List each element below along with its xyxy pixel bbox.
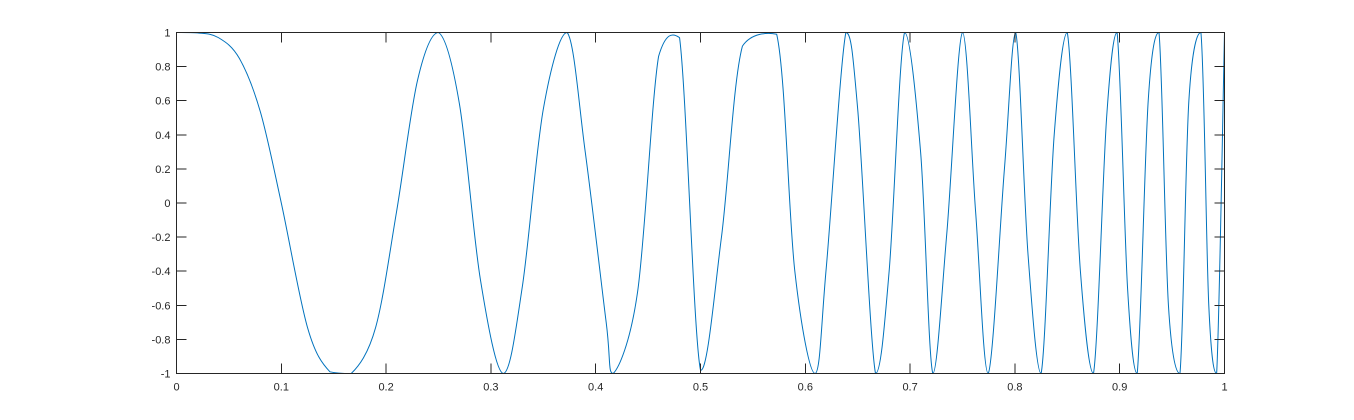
y-axis-ticks: -1 -0.8 -0.6 -0.4 -0.2 0 0.2 0.4 0.6 0.8 1 [152, 28, 1225, 381]
y-tick-label: 0.6 [155, 96, 170, 108]
series-layer [176, 31, 1225, 375]
axes-layer [176, 32, 1225, 374]
x-tick-label: 0.1 [274, 382, 289, 394]
x-tick-label: 0.3 [483, 382, 498, 394]
y-tick-label: -0.4 [152, 266, 171, 278]
x-tick-label: 0.4 [588, 382, 603, 394]
x-tick-label: 0.8 [1007, 382, 1022, 394]
y-tick-label: -1 [161, 369, 171, 381]
x-axis-ticks: 0 0.1 0.2 0.3 0.4 0.5 0.6 0.7 0.8 0.9 1 [173, 32, 1228, 394]
x-tick-label: 0.2 [378, 382, 393, 394]
y-tick-label: 0.4 [155, 130, 170, 142]
x-tick-label: 0.5 [693, 382, 708, 394]
y-tick-label: 1 [164, 28, 170, 40]
x-tick-label: 0.9 [1112, 382, 1127, 394]
y-tick-label: -0.8 [152, 334, 171, 346]
x-tick-label: 0 [173, 382, 179, 394]
y-tick-label: 0.2 [155, 164, 170, 176]
x-tick-label: 1 [1221, 382, 1227, 394]
y-tick-label: 0.8 [155, 62, 170, 74]
axes-box [176, 32, 1225, 374]
x-tick-label: 0.7 [902, 382, 917, 394]
series-line-1 [176, 31, 1225, 375]
y-tick-label: -0.2 [152, 232, 171, 244]
y-tick-label: 0 [164, 198, 170, 210]
y-tick-label: -0.6 [152, 300, 171, 312]
x-tick-label: 0.6 [798, 382, 813, 394]
